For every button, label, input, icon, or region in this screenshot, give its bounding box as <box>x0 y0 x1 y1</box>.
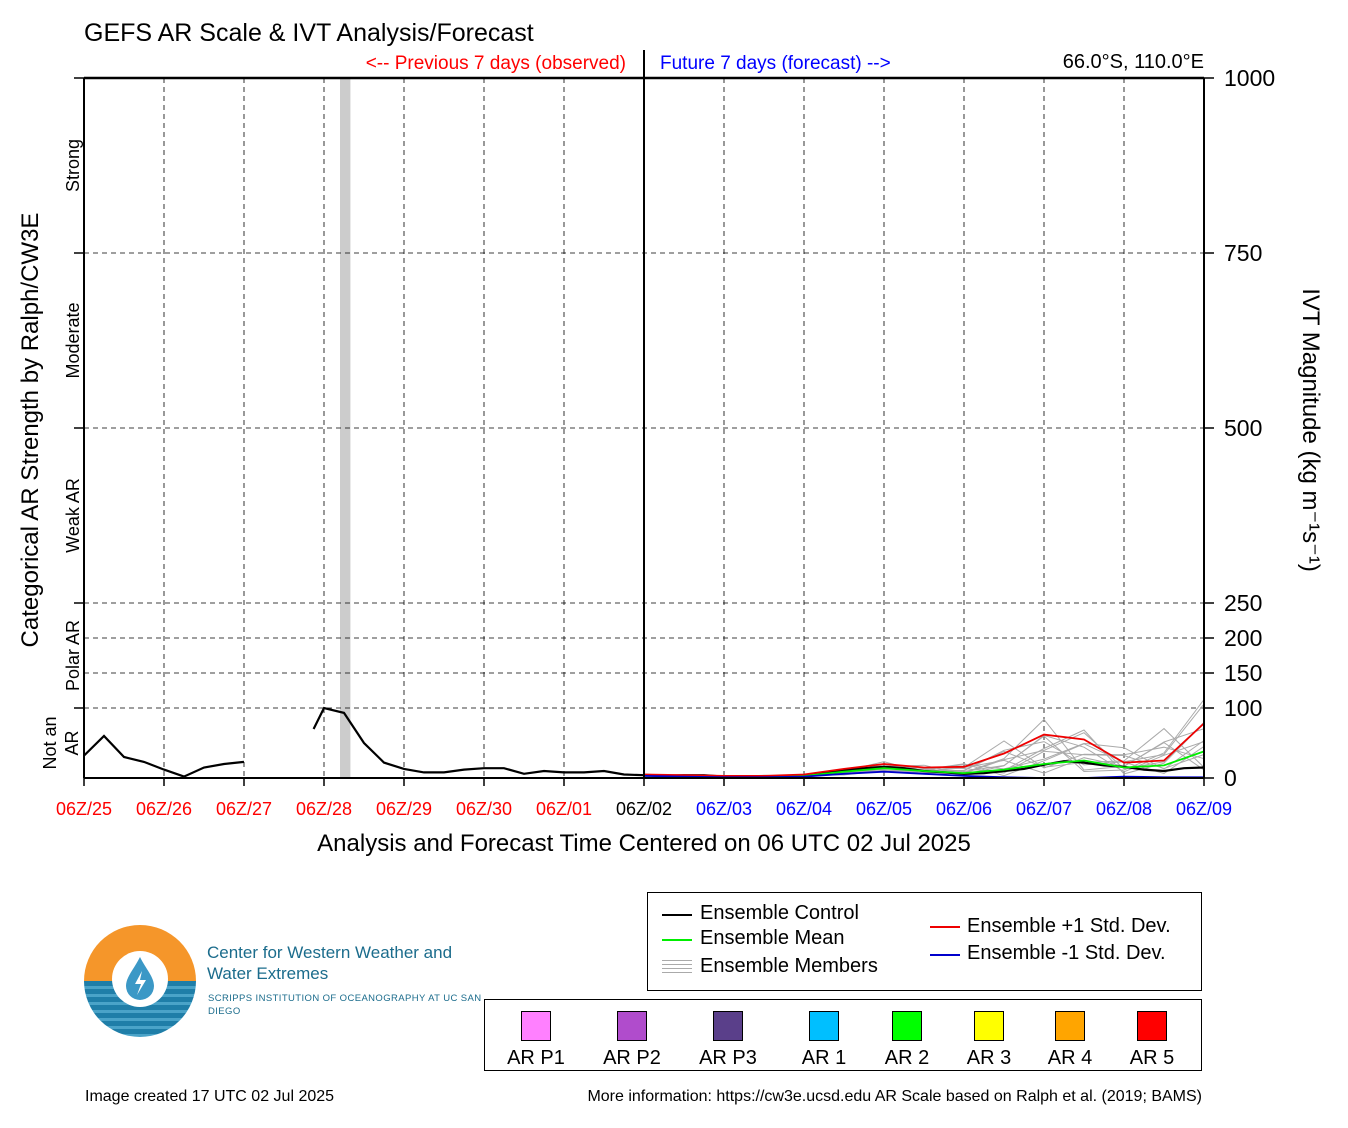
y-tick-label: 1000 <box>1224 65 1275 91</box>
ar-p1-swatch <box>521 1011 551 1041</box>
series-line-plus-std <box>643 722 1205 777</box>
y-tick-label: 250 <box>1224 590 1262 616</box>
x-tick-label: 06Z/06 <box>936 799 992 819</box>
series-legend: Ensemble Control Ensemble Mean Ensemble … <box>647 892 1202 991</box>
legend-plus-std: Ensemble +1 Std. Dev. <box>967 915 1171 937</box>
ar-1-swatch <box>809 1011 839 1041</box>
y-tick-label: 500 <box>1224 415 1262 441</box>
ar-5-swatch <box>1137 1011 1167 1041</box>
ar-p3-swatch <box>713 1011 743 1041</box>
legend-swatch-minus-std <box>930 954 960 956</box>
ar-2-label: AR 2 <box>884 1047 930 1069</box>
ensemble-member-line <box>643 721 1205 778</box>
legend-control: Ensemble Control <box>700 902 859 924</box>
series-line-control <box>83 734 245 778</box>
x-tick-label: 06Z/08 <box>1096 799 1152 819</box>
y-tick-label: 200 <box>1224 625 1262 651</box>
ar-category-p3: AR P3 <box>688 1011 768 1070</box>
ar-p1-label: AR P1 <box>507 1047 565 1069</box>
ar-category-5: AR 5 <box>1112 1011 1192 1070</box>
x-tick-label: 06Z/02 <box>616 799 672 819</box>
category-label: Weak AR <box>63 478 83 553</box>
ar-category-3: AR 3 <box>949 1011 1029 1070</box>
previous-days-label: <-- Previous 7 days (observed) <box>366 53 626 74</box>
future-days-label: Future 7 days (forecast) --> <box>660 53 891 74</box>
ar-p2-label: AR P2 <box>603 1047 661 1069</box>
y-tick-label: 750 <box>1224 240 1262 266</box>
water-drop-icon <box>126 957 154 1000</box>
y-tick-label: 150 <box>1224 660 1262 686</box>
y-axis-label-left: Categorical AR Strength by Ralph/CW3E <box>17 213 44 648</box>
x-tick-label: 06Z/27 <box>216 799 272 819</box>
legend-minus-std: Ensemble -1 Std. Dev. <box>967 942 1166 964</box>
y-axis-label-right: IVT Magnitude (kg m⁻¹s⁻¹) <box>1297 288 1324 572</box>
y-tick-label: 100 <box>1224 695 1262 721</box>
ar-3-swatch <box>974 1011 1004 1041</box>
logo-name: Center for Western Weather and Water Ext… <box>207 943 453 983</box>
category-label: Not an AR <box>40 716 82 769</box>
footer-info: More information: https://cw3e.ucsd.edu … <box>587 1088 1202 1105</box>
ar-1-label: AR 1 <box>801 1047 847 1069</box>
y-tick-label: 0 <box>1224 765 1237 791</box>
legend-swatch-plus-std <box>930 926 960 928</box>
chart-title: GEFS AR Scale & IVT Analysis/Forecast <box>84 19 534 47</box>
ar-p2-swatch <box>617 1011 647 1041</box>
category-label: Strong <box>63 139 83 192</box>
ar-5-label: AR 5 <box>1129 1047 1175 1069</box>
x-tick-label: 06Z/28 <box>296 799 352 819</box>
series-line-control <box>312 706 1205 779</box>
x-tick-label: 06Z/05 <box>856 799 912 819</box>
x-tick-label: 06Z/01 <box>536 799 592 819</box>
x-tick-label: 06Z/04 <box>776 799 832 819</box>
ar-p3-label: AR P3 <box>699 1047 757 1069</box>
x-tick-label: 06Z/03 <box>696 799 752 819</box>
category-label: Polar AR <box>63 620 83 691</box>
x-tick-label: 06Z/25 <box>56 799 112 819</box>
cw3e-logo: Center for Western Weather and Water Ext… <box>84 925 484 1040</box>
x-tick-label: 06Z/30 <box>456 799 512 819</box>
ar-2-swatch <box>892 1011 922 1041</box>
x-tick-label: 06Z/09 <box>1176 799 1232 819</box>
legend-swatch-mean <box>662 939 692 941</box>
ar-3-label: AR 3 <box>966 1047 1012 1069</box>
footer-created: Image created 17 UTC 02 Jul 2025 <box>85 1088 335 1105</box>
ar-category-p1: AR P1 <box>496 1011 576 1070</box>
logo-subtitle: SCRIPPS INSTITUTION OF OCEANOGRAPHY AT U… <box>208 993 482 1017</box>
logo-emblem <box>84 925 196 1037</box>
x-axis-label: Analysis and Forecast Time Centered on 0… <box>317 830 971 857</box>
legend-swatch-control <box>662 914 692 916</box>
ar-category-2: AR 2 <box>867 1011 947 1070</box>
x-tick-label: 06Z/29 <box>376 799 432 819</box>
legend-swatch-members <box>662 960 692 974</box>
ar-category-legend: AR P1 AR P2 AR P3 AR 1 AR 2 AR 3 AR 4 AR… <box>484 999 1202 1071</box>
ar-4-label: AR 4 <box>1047 1047 1093 1069</box>
ivt-chart: GEFS AR Scale & IVT Analysis/Forecast <-… <box>17 19 1324 857</box>
legend-mean: Ensemble Mean <box>700 927 845 949</box>
ar-4-swatch <box>1055 1011 1085 1041</box>
location-label: 66.0°S, 110.0°E <box>1063 51 1204 73</box>
ar-category-1: AR 1 <box>784 1011 864 1070</box>
category-label: Moderate <box>63 302 83 378</box>
x-tick-label: 06Z/07 <box>1016 799 1072 819</box>
legend-members: Ensemble Members <box>700 955 878 977</box>
ar-category-4: AR 4 <box>1030 1011 1110 1070</box>
ar-category-p2: AR P2 <box>592 1011 672 1070</box>
x-tick-label: 06Z/26 <box>136 799 192 819</box>
